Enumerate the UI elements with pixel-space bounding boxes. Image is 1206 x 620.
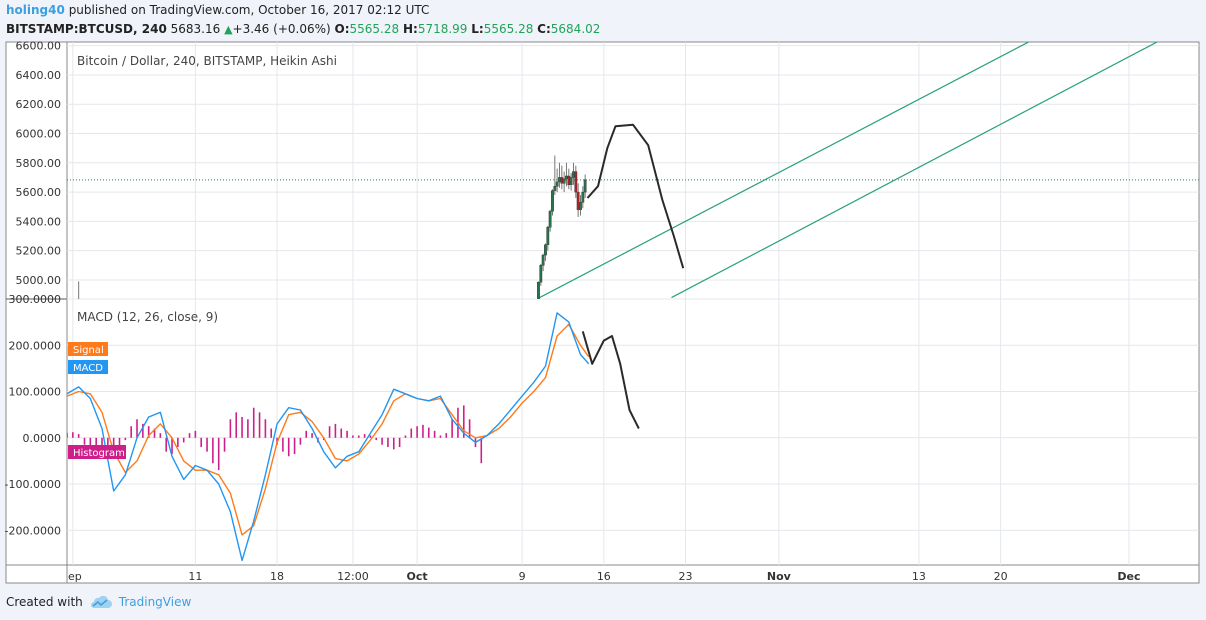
candle-body [558, 177, 561, 183]
price-tick-label: 5400.00 [16, 215, 62, 228]
x-tick-label: 23 [679, 570, 693, 583]
x-tick-label: Nov [767, 570, 792, 583]
ohlc-bar: BITSTAMP:BTCUSD, 240 5683.16 ▲+3.46 (+0.… [6, 22, 600, 36]
x-tick-label: ep [68, 570, 82, 583]
candle-body [581, 191, 585, 203]
candle-body [565, 175, 568, 180]
close-label: C: [537, 22, 551, 36]
low-value: 5565.28 [483, 22, 534, 36]
macd-tick-label: 200.0000 [9, 339, 62, 352]
legend-tag [68, 360, 108, 374]
candle-body [579, 202, 582, 210]
candle-body [551, 190, 554, 212]
candle-body [555, 181, 559, 187]
high-label: H: [402, 22, 418, 36]
price-change: +3.46 (+0.06%) [232, 22, 331, 36]
x-tick-label: 13 [912, 570, 926, 583]
macd-tick-label: 100.0000 [9, 386, 62, 399]
open-label: O: [334, 22, 350, 36]
candle-body [562, 178, 566, 184]
publish-info: holing40 published on TradingView.com, O… [6, 3, 429, 17]
price-tick-label: 6000.00 [16, 128, 62, 141]
legend-entry: MACD [73, 363, 103, 374]
signal-line [67, 323, 590, 536]
candle-body [583, 179, 587, 193]
trendline [539, 42, 1030, 299]
candle-body [541, 254, 545, 266]
price-tick-label: 5600.00 [16, 186, 62, 199]
macd-tick-label: 0.0000 [23, 432, 62, 445]
macd-tick-label: -100.0000 [5, 478, 61, 491]
price-tick-label: 5200.00 [16, 245, 62, 258]
candle-body [553, 186, 557, 191]
tradingview-link[interactable]: TradingView [118, 595, 192, 609]
macd-tick-label: -200.0000 [5, 524, 61, 537]
price-tick-label: 6400.00 [16, 69, 62, 82]
price-tick-label: 5000.00 [16, 274, 62, 287]
x-tick-label: 11 [188, 570, 202, 583]
author-link[interactable]: holing40 [6, 3, 65, 17]
symbol-label: BITSTAMP:BTCUSD, 240 [6, 22, 167, 36]
footer: Created with TradingView [6, 595, 191, 609]
tradingview-cloud-icon [90, 595, 112, 608]
candle-body [546, 227, 550, 246]
macd-line [67, 312, 590, 562]
x-tick-label: 12:00 [337, 570, 369, 583]
x-tick-label: 18 [270, 570, 284, 583]
candle-body [567, 175, 571, 185]
high-value: 5718.99 [417, 22, 468, 36]
legend-entry: Histogram [73, 448, 125, 459]
price-chart-title: Bitcoin / Dollar, 240, BITSTAMP, Heikin … [77, 54, 337, 68]
macd-projection-drawing [581, 331, 640, 429]
candle-body [574, 171, 578, 193]
low-label: L: [471, 22, 484, 36]
candle-body [539, 265, 543, 283]
price-projection-drawing [586, 123, 685, 269]
x-tick-label: 9 [519, 570, 526, 583]
x-tick-label: 20 [994, 570, 1008, 583]
x-tick-label: 16 [597, 570, 611, 583]
published-text: published on TradingView.com, October 16… [68, 3, 430, 17]
legend-tag [68, 445, 126, 459]
price-tick-label: 5800.00 [16, 157, 62, 170]
legend-tag [68, 342, 108, 356]
candle-body [560, 177, 564, 184]
last-price: 5683.16 [170, 22, 221, 36]
candle-body [572, 171, 575, 178]
candle-body [548, 210, 552, 228]
x-tick-label: Dec [1117, 570, 1140, 583]
trendline [671, 42, 1159, 299]
candle-body [569, 177, 573, 185]
up-arrow-icon: ▲ [224, 23, 233, 36]
price-tick-label: 6200.00 [16, 98, 62, 111]
price-pane [78, 42, 1159, 299]
macd-tick-label: 300.0000 [9, 293, 62, 306]
candle-body [537, 281, 540, 299]
open-value: 5565.28 [349, 22, 400, 36]
legend-entry: Signal [73, 345, 104, 356]
candle-body [576, 191, 580, 210]
price-tick-label: 6600.00 [16, 40, 62, 53]
close-value: 5684.02 [550, 22, 601, 36]
macd-title: MACD (12, 26, close, 9) [77, 310, 218, 324]
x-tick-label: Oct [407, 570, 428, 583]
created-with-text: Created with [6, 595, 83, 609]
candle-body [544, 244, 547, 256]
